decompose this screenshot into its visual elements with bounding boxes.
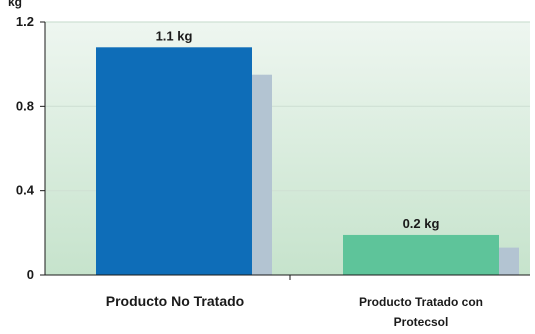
bar	[343, 234, 499, 275]
y-unit-label: kg	[8, 0, 22, 9]
axes	[40, 21, 530, 280]
y-tick-label: 0.4	[16, 183, 35, 198]
x-category-label: Protecsol	[394, 315, 449, 329]
bar-data-label: 1.1 kg	[156, 28, 193, 43]
bars	[96, 47, 499, 275]
x-category-label: Producto Tratado con	[359, 295, 483, 309]
bar-shadows	[252, 74, 519, 275]
y-tick-label: 1.2	[16, 14, 34, 29]
bar-data-label: 0.2 kg	[403, 216, 440, 231]
labels: kg 0 0.4 0.8 1.2 1.1 kg 0.2 kg Producto No Tra…	[8, 0, 483, 329]
bar-shadow	[252, 74, 272, 275]
y-tick-label: 0.8	[16, 98, 34, 113]
bar-shadow	[499, 247, 519, 275]
y-tick-label: 0	[27, 267, 34, 282]
x-category-label: Producto No Tratado	[106, 293, 244, 309]
bar	[96, 47, 252, 275]
